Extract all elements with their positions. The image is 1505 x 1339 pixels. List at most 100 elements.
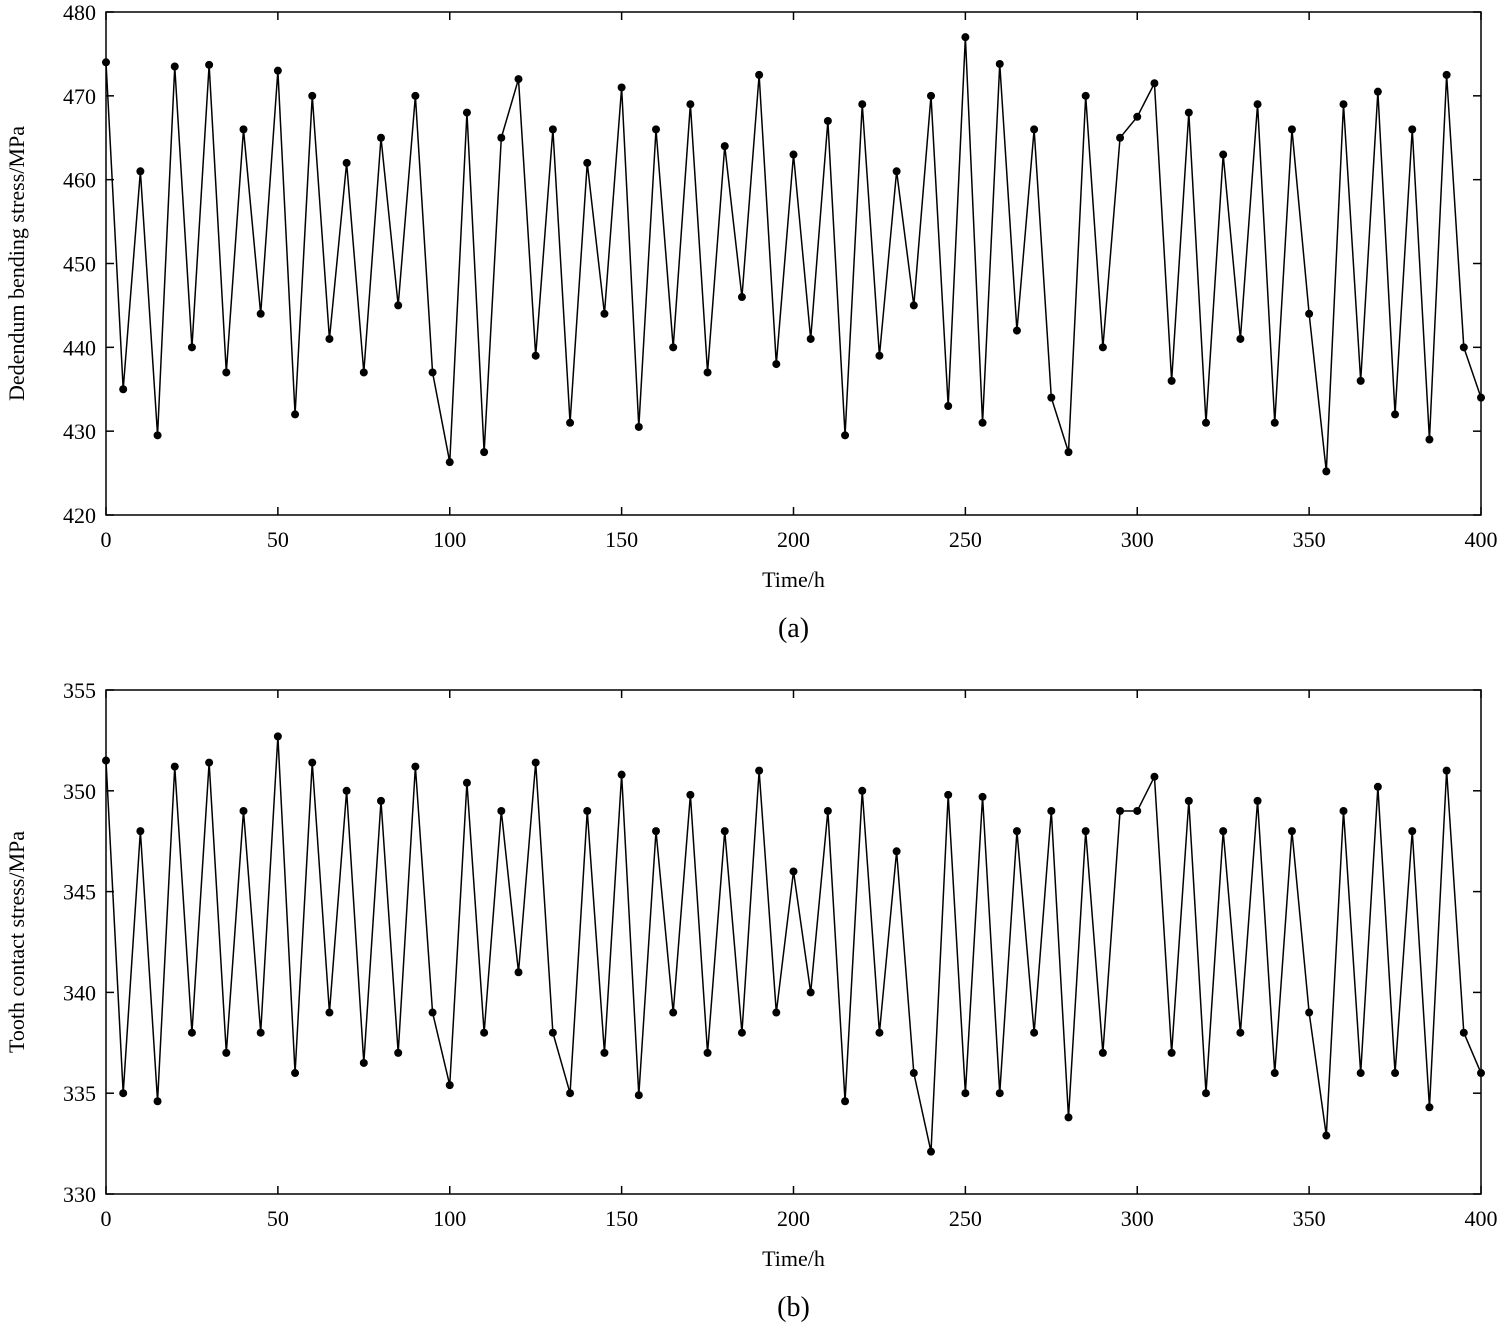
data-point xyxy=(634,422,643,431)
data-point xyxy=(1373,782,1382,791)
data-point xyxy=(841,1097,850,1106)
data-point xyxy=(153,1097,162,1106)
data-point xyxy=(1202,418,1210,427)
data-point xyxy=(1030,1028,1039,1037)
data-point xyxy=(909,1069,918,1078)
data-point xyxy=(1012,326,1021,335)
data-point xyxy=(308,758,317,767)
data-point xyxy=(1167,376,1176,385)
x-tick-label: 400 xyxy=(1465,527,1498,552)
y-tick-label: 355 xyxy=(63,678,96,703)
data-point xyxy=(927,1147,935,1156)
x-tick-label: 150 xyxy=(605,1206,638,1231)
data-point xyxy=(497,806,506,815)
data-point xyxy=(1408,827,1417,836)
data-point xyxy=(772,360,781,369)
y-tick-label: 450 xyxy=(63,252,96,277)
x-tick-label: 400 xyxy=(1465,1206,1498,1231)
x-tick-label: 50 xyxy=(267,1206,289,1231)
data-point xyxy=(600,309,609,318)
data-point xyxy=(583,806,592,815)
y-tick-label: 345 xyxy=(63,880,96,905)
data-point xyxy=(1081,91,1090,100)
y-tick-label: 470 xyxy=(63,84,96,109)
data-point xyxy=(1287,827,1296,836)
plot-frame xyxy=(105,11,1482,516)
y-tick-label: 460 xyxy=(63,168,96,193)
data-point xyxy=(806,988,815,997)
data-point xyxy=(377,133,385,142)
x-axis-label: Time/h xyxy=(762,567,825,592)
data-point xyxy=(445,458,454,467)
data-point xyxy=(1098,343,1107,352)
data-point xyxy=(1322,1131,1331,1140)
data-point xyxy=(1184,796,1193,805)
panel-caption: (b) xyxy=(777,1292,810,1323)
data-point xyxy=(703,1048,712,1057)
data-point xyxy=(909,301,918,310)
y-tick-label: 335 xyxy=(63,1081,96,1106)
x-tick-label: 100 xyxy=(433,1206,466,1231)
data-point xyxy=(1442,70,1451,79)
y-axis-label: Dedendum bending stress/MPa xyxy=(4,126,29,401)
data-point xyxy=(1253,100,1262,109)
data-point xyxy=(1322,467,1331,476)
data-point xyxy=(531,758,540,767)
data-point xyxy=(1167,1048,1176,1057)
data-point xyxy=(256,309,265,318)
data-point xyxy=(1339,100,1348,109)
x-tick-label: 200 xyxy=(777,1206,810,1231)
data-point xyxy=(136,167,145,176)
data-point xyxy=(394,1048,403,1057)
data-point xyxy=(325,1008,334,1017)
data-point xyxy=(222,368,231,377)
data-point xyxy=(514,968,523,977)
x-tick-label: 350 xyxy=(1293,527,1326,552)
x-tick-label: 300 xyxy=(1121,1206,1154,1231)
data-point xyxy=(669,1008,678,1017)
data-point xyxy=(222,1048,231,1057)
data-point xyxy=(1236,1028,1245,1037)
data-point xyxy=(1270,418,1279,427)
data-point xyxy=(497,133,506,142)
data-point xyxy=(548,1028,557,1037)
data-point xyxy=(1150,79,1159,88)
data-point xyxy=(308,91,317,100)
data-point xyxy=(411,91,420,100)
data-point xyxy=(1339,806,1348,815)
panel-caption: (a) xyxy=(778,613,809,644)
data-point xyxy=(239,125,248,134)
data-point xyxy=(634,1091,643,1100)
data-point xyxy=(1253,796,1262,805)
data-point xyxy=(686,790,695,799)
data-point xyxy=(875,1028,884,1037)
data-point xyxy=(136,827,145,836)
data-point xyxy=(617,770,626,779)
y-tick-label: 350 xyxy=(63,779,96,804)
data-point xyxy=(703,368,712,377)
data-point xyxy=(119,385,128,394)
y-tick-label: 440 xyxy=(63,335,96,360)
data-point xyxy=(1219,827,1228,836)
data-point xyxy=(514,75,523,84)
data-point xyxy=(789,867,798,876)
x-axis-label: Time/h xyxy=(762,1246,825,1271)
data-point xyxy=(1150,772,1159,781)
data-point xyxy=(1425,435,1434,444)
data-point xyxy=(927,91,935,100)
data-point xyxy=(1133,806,1142,815)
data-point xyxy=(1459,343,1468,352)
data-point xyxy=(428,368,437,377)
data-point xyxy=(720,827,729,836)
data-point xyxy=(789,150,798,159)
data-point xyxy=(652,827,660,836)
data-point xyxy=(1305,1008,1314,1017)
data-point xyxy=(1098,1048,1107,1057)
x-tick-label: 200 xyxy=(777,527,810,552)
data-point xyxy=(1425,1103,1434,1112)
data-point xyxy=(325,334,334,343)
x-tick-label: 350 xyxy=(1293,1206,1326,1231)
data-point xyxy=(445,1081,454,1090)
x-tick-label: 50 xyxy=(267,527,289,552)
data-point xyxy=(737,293,746,302)
